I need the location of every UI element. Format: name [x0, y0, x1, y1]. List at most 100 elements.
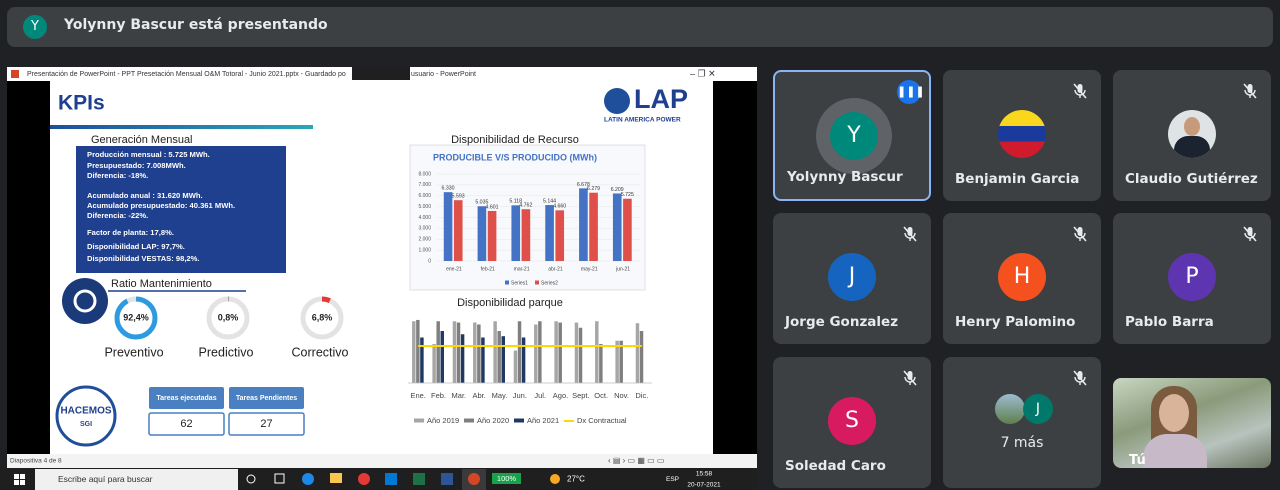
task-box: [228, 412, 305, 436]
clock-time: 15:58: [696, 471, 713, 478]
presenter-bar: Y Yolynny Bascur está presentando: [7, 7, 1273, 47]
x-tick-label: Feb.: [431, 391, 446, 400]
task-name: Tareas ejecutadas: [156, 395, 216, 402]
participant-tile: ❚❚❚ Y Yolynny Bascur: [773, 70, 931, 201]
taskbar-icon[interactable]: [468, 473, 480, 485]
participant-tile: S Soledad Caro: [773, 357, 931, 488]
bar: [517, 321, 522, 383]
section-title: Generación Mensual: [91, 134, 193, 146]
bar: [460, 334, 465, 383]
bar: [473, 322, 477, 383]
data-label: 6.279: [587, 186, 600, 192]
x-tick-label: feb-21: [481, 266, 495, 272]
taskbar-icon[interactable]: [246, 474, 256, 484]
data-label: 5.144: [543, 198, 556, 204]
participant-name: Pablo Barra: [1125, 314, 1214, 330]
x-tick-label: jun-21: [615, 266, 630, 272]
taskbar-icon[interactable]: [330, 473, 342, 483]
bar: [555, 210, 565, 261]
bar: [443, 192, 453, 261]
window-controls[interactable]: – ❐ ✕: [690, 68, 716, 78]
badge-text: HACEMOS: [60, 406, 111, 417]
summary-box: [76, 146, 286, 273]
gauge-value: 0,8%: [218, 312, 239, 322]
taskbar-icon[interactable]: [441, 473, 453, 485]
legend-swatch: [464, 418, 474, 423]
search-placeholder: Escribe aquí para buscar: [58, 474, 153, 484]
bar: [452, 321, 457, 383]
bar: [619, 340, 623, 383]
x-tick-label: Mar.: [452, 391, 467, 400]
bar: [416, 319, 420, 383]
bar: [599, 344, 603, 383]
task-value: 27: [260, 418, 272, 430]
participant-tile: P Pablo Barra: [1113, 213, 1271, 344]
status-controls[interactable]: ‹ ▤ › ▭ ▦ ▭ ▭: [608, 456, 664, 465]
battery-box: [492, 473, 521, 484]
photo-suit: [1174, 136, 1210, 158]
task-value: 62: [180, 418, 192, 430]
bar: [501, 336, 505, 383]
logo-globe: [604, 88, 630, 114]
search-box[interactable]: [35, 469, 238, 490]
legend-label: Año 2020: [477, 416, 509, 425]
presenter-text: Yolynny Bascur está presentando: [64, 17, 328, 33]
mini-avatar: J: [1023, 394, 1053, 424]
bar: [635, 323, 640, 383]
bar: [579, 188, 588, 261]
status-text: Diapositiva 4 de 8: [10, 458, 62, 465]
start-button[interactable]: [14, 474, 19, 479]
mic-off-icon: [1243, 226, 1257, 242]
photo-face: [1184, 117, 1200, 136]
legend-label: Año 2021: [527, 416, 559, 425]
photo-avatar: [1168, 110, 1216, 158]
legend-swatch: [514, 418, 524, 423]
start-button[interactable]: [20, 474, 25, 479]
data-label: 4.762: [519, 203, 532, 209]
participant-name: Henry Palomino: [955, 314, 1076, 330]
bar: [440, 331, 444, 383]
bar: [574, 322, 579, 383]
gear-shape: [73, 289, 97, 313]
start-button[interactable]: [14, 480, 19, 485]
y-tick-label: 0: [428, 258, 431, 264]
taskbar-icon[interactable]: [413, 473, 425, 485]
x-tick-label: Nov.: [614, 391, 629, 400]
shared-screen: Presentación de PowerPoint - PPT Preseta…: [7, 67, 757, 490]
bar: [511, 205, 521, 261]
bar: [481, 337, 485, 383]
bar: [545, 205, 554, 261]
summary-line: Diferencia: -22%.: [87, 211, 148, 220]
bar: [493, 321, 497, 383]
participant-tile: H Henry Palomino: [943, 213, 1101, 344]
x-tick-label: May.: [492, 391, 508, 400]
summary-line: Factor de planta: 17,8%.: [87, 228, 174, 237]
bar: [558, 322, 562, 383]
data-label: 4.660: [553, 204, 566, 210]
mic-off-icon: [1073, 226, 1087, 242]
gear-icon: [62, 278, 108, 324]
data-label: 5.725: [621, 192, 634, 198]
task-box: [148, 412, 225, 436]
data-label: 6.330: [442, 186, 455, 192]
start-button[interactable]: [20, 480, 25, 485]
video-face: [1159, 394, 1189, 432]
window-title-end: usuario - PowerPoint: [411, 71, 476, 78]
data-label: 6.209: [611, 187, 624, 193]
mic-off-icon: [1073, 83, 1087, 99]
chart-subtitle: PRODUCIBLE V/S PRODUCIDO (MWh): [433, 152, 597, 162]
participant-name: 7 más: [1000, 435, 1044, 451]
data-label: 5.035: [475, 200, 488, 206]
summary-line: Acumulado anual : 31.620 MWh.: [87, 191, 203, 200]
taskbar-icon[interactable]: [358, 473, 370, 485]
x-tick-label: Ene.: [410, 391, 425, 400]
x-tick-label: Oct.: [594, 391, 608, 400]
taskbar-icon[interactable]: [274, 473, 285, 484]
taskbar-icon[interactable]: [302, 473, 314, 485]
participant-tile: Benjamin Garcia: [943, 70, 1101, 201]
x-tick-label: Abr.: [472, 391, 485, 400]
taskbar-icon[interactable]: [385, 473, 397, 485]
x-tick-label: Jun.: [513, 391, 527, 400]
bar: [595, 321, 599, 383]
video-body: [1143, 434, 1207, 468]
